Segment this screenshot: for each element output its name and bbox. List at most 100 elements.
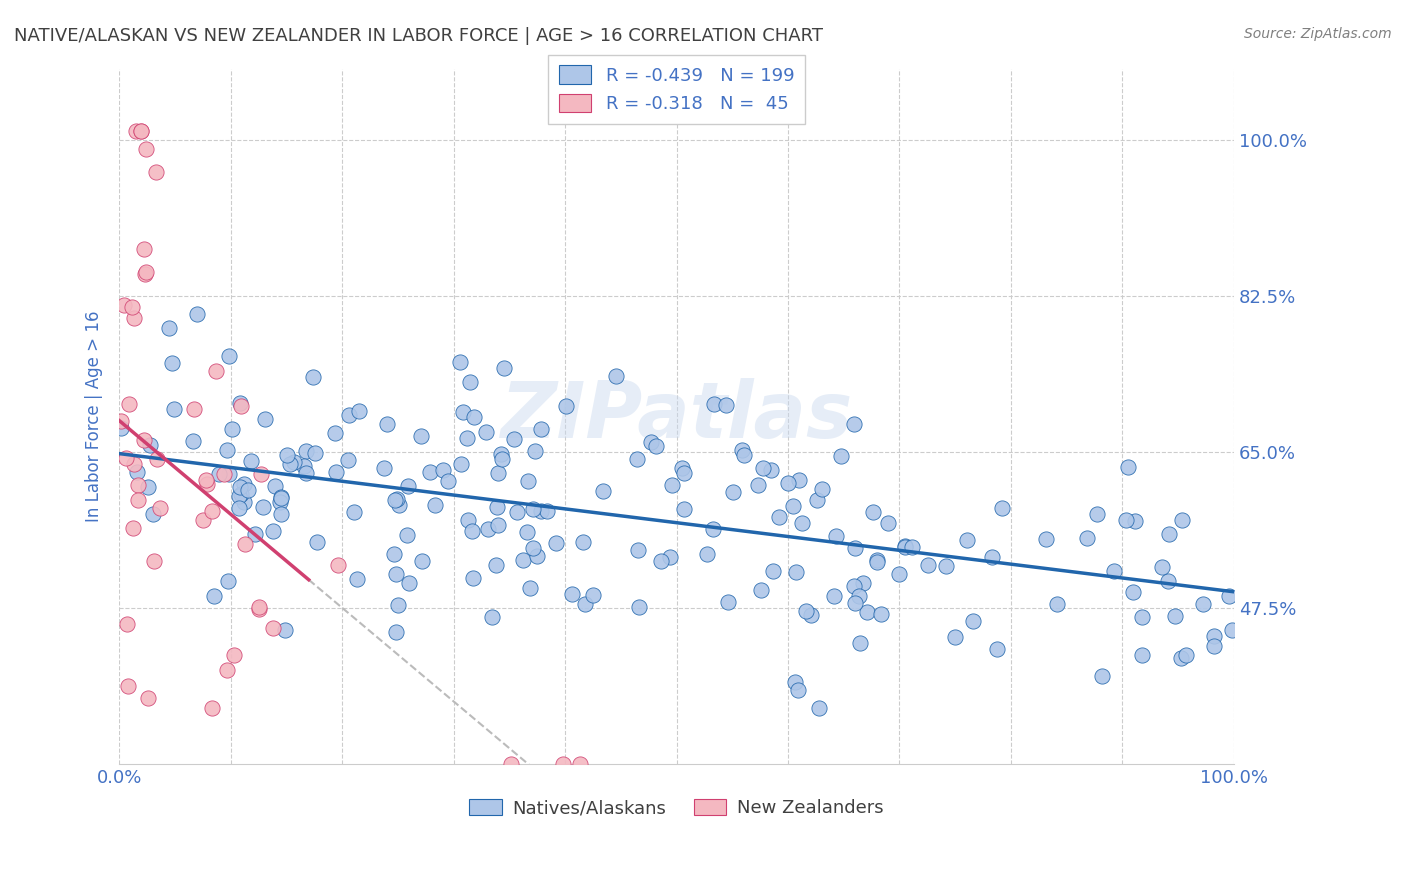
Point xyxy=(721,484,744,499)
Point xyxy=(181,434,204,448)
Point xyxy=(731,443,754,458)
Point xyxy=(1035,532,1057,546)
Point xyxy=(1218,589,1240,603)
Point xyxy=(129,124,152,138)
Point xyxy=(494,361,516,376)
Point xyxy=(823,589,845,603)
Point xyxy=(262,524,284,538)
Point xyxy=(530,504,553,518)
Point xyxy=(240,454,263,468)
Point xyxy=(461,571,484,585)
Point xyxy=(292,458,315,473)
Point xyxy=(295,443,318,458)
Point xyxy=(866,553,889,567)
Point xyxy=(396,478,419,492)
Point xyxy=(423,498,446,512)
Point xyxy=(830,449,852,463)
Point xyxy=(503,432,526,446)
Point xyxy=(516,474,538,488)
Point xyxy=(553,756,575,771)
Point xyxy=(785,674,807,689)
Point xyxy=(221,422,243,436)
Point xyxy=(160,356,183,370)
Point xyxy=(375,417,398,432)
Point xyxy=(1130,648,1153,662)
Point xyxy=(569,756,592,771)
Point xyxy=(1125,514,1147,528)
Point xyxy=(659,549,682,564)
Point xyxy=(301,369,323,384)
Legend: Natives/Alaskans, New Zealanders: Natives/Alaskans, New Zealanders xyxy=(463,791,891,824)
Point xyxy=(124,124,146,138)
Point xyxy=(110,421,132,435)
Point xyxy=(582,588,605,602)
Point xyxy=(917,558,939,572)
Point xyxy=(855,605,877,619)
Point xyxy=(1046,597,1069,611)
Point xyxy=(437,474,460,488)
Point xyxy=(110,414,132,428)
Y-axis label: In Labor Force | Age > 16: In Labor Force | Age > 16 xyxy=(86,310,103,522)
Point xyxy=(157,320,180,334)
Point xyxy=(142,554,165,568)
Point xyxy=(1130,610,1153,624)
Point xyxy=(217,574,239,588)
Point xyxy=(252,500,274,514)
Point xyxy=(1175,648,1198,663)
Point xyxy=(231,487,253,501)
Point xyxy=(627,600,650,615)
Point xyxy=(486,500,509,514)
Point xyxy=(530,421,553,435)
Point xyxy=(283,455,305,469)
Point xyxy=(1171,513,1194,527)
Point xyxy=(233,536,256,550)
Point xyxy=(1116,460,1139,475)
Point xyxy=(115,617,138,632)
Point xyxy=(121,300,143,314)
Point xyxy=(640,435,662,450)
Point xyxy=(304,445,326,459)
Point xyxy=(270,491,292,505)
Point xyxy=(1157,574,1180,588)
Point xyxy=(512,553,534,567)
Point xyxy=(347,404,370,418)
Point xyxy=(1202,639,1225,653)
Point xyxy=(546,536,568,550)
Point xyxy=(848,589,870,603)
Point xyxy=(824,529,846,543)
Point xyxy=(132,242,155,256)
Text: NATIVE/ALASKAN VS NEW ZEALANDER IN LABOR FORCE | AGE > 16 CORRELATION CHART: NATIVE/ALASKAN VS NEW ZEALANDER IN LABOR… xyxy=(14,27,823,45)
Point xyxy=(149,500,172,515)
Point xyxy=(122,457,145,471)
Point xyxy=(762,565,785,579)
Point xyxy=(1170,650,1192,665)
Point xyxy=(717,595,740,609)
Point xyxy=(844,596,866,610)
Point xyxy=(146,451,169,466)
Point xyxy=(346,572,368,586)
Point xyxy=(136,480,159,494)
Point xyxy=(786,683,808,698)
Point xyxy=(125,465,148,479)
Point xyxy=(876,516,898,530)
Point xyxy=(411,553,433,567)
Point xyxy=(337,453,360,467)
Point xyxy=(491,447,513,461)
Point xyxy=(127,493,149,508)
Point xyxy=(183,402,205,417)
Point xyxy=(865,555,887,569)
Point xyxy=(962,614,984,628)
Point xyxy=(145,164,167,178)
Point xyxy=(555,400,578,414)
Point xyxy=(135,265,157,279)
Point xyxy=(247,599,270,614)
Point xyxy=(844,579,866,593)
Point xyxy=(747,478,769,492)
Point xyxy=(218,350,240,364)
Point xyxy=(385,625,408,640)
Point xyxy=(626,452,648,467)
Point xyxy=(901,540,924,554)
Point xyxy=(870,607,893,621)
Point xyxy=(236,483,259,498)
Point xyxy=(222,648,245,662)
